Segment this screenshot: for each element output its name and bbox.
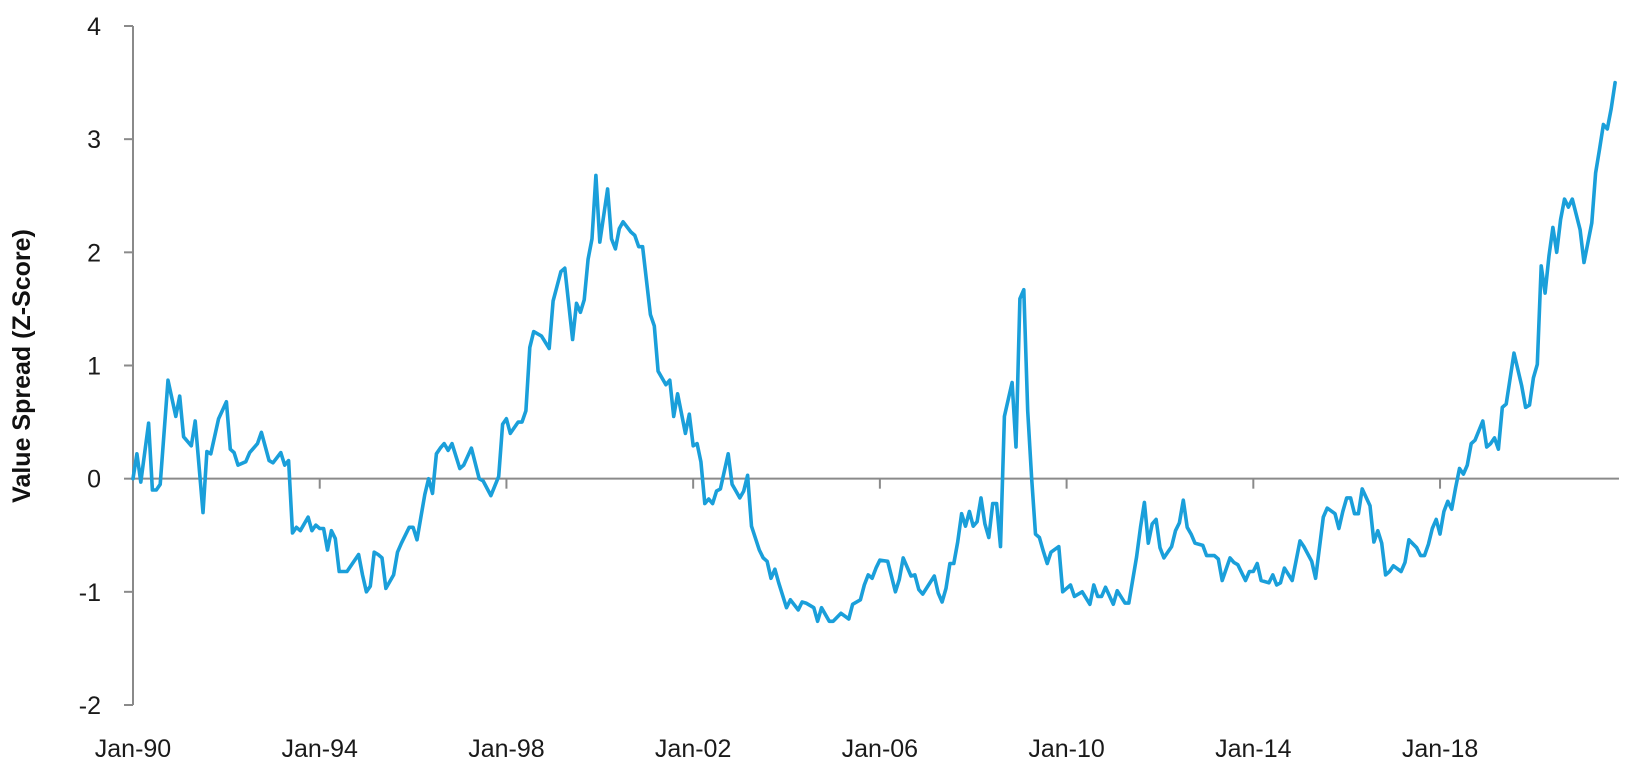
y-tick-label: 2 (87, 239, 101, 267)
x-tick-label: Jan-18 (1402, 735, 1478, 763)
y-tick-label: -2 (79, 692, 101, 720)
y-axis: 4 3 2 1 0 -1 -2 (79, 13, 134, 720)
x-tick-label: Jan-10 (1028, 735, 1104, 763)
x-tick-label: Jan-98 (468, 735, 544, 763)
y-tick-label: 1 (87, 353, 101, 381)
series-line (131, 80, 1617, 624)
y-tick-label: 3 (87, 126, 101, 154)
series (131, 80, 1617, 624)
y-axis-title: Value Spread (Z-Score) (8, 229, 36, 503)
x-tick-label: Jan-90 (95, 735, 171, 763)
y-tick-label: 4 (87, 13, 101, 41)
x-tick-label: Jan-02 (655, 735, 731, 763)
y-tick-label: -1 (79, 579, 101, 607)
x-axis: Jan-90 Jan-94 Jan-98 Jan-02 Jan-06 Jan-10 Jan-… (95, 477, 1619, 763)
x-tick-label: Jan-14 (1215, 735, 1292, 763)
x-tick-label: Jan-94 (281, 735, 358, 763)
y-tick-label: 0 (87, 466, 101, 494)
x-tick-label: Jan-06 (842, 735, 918, 763)
